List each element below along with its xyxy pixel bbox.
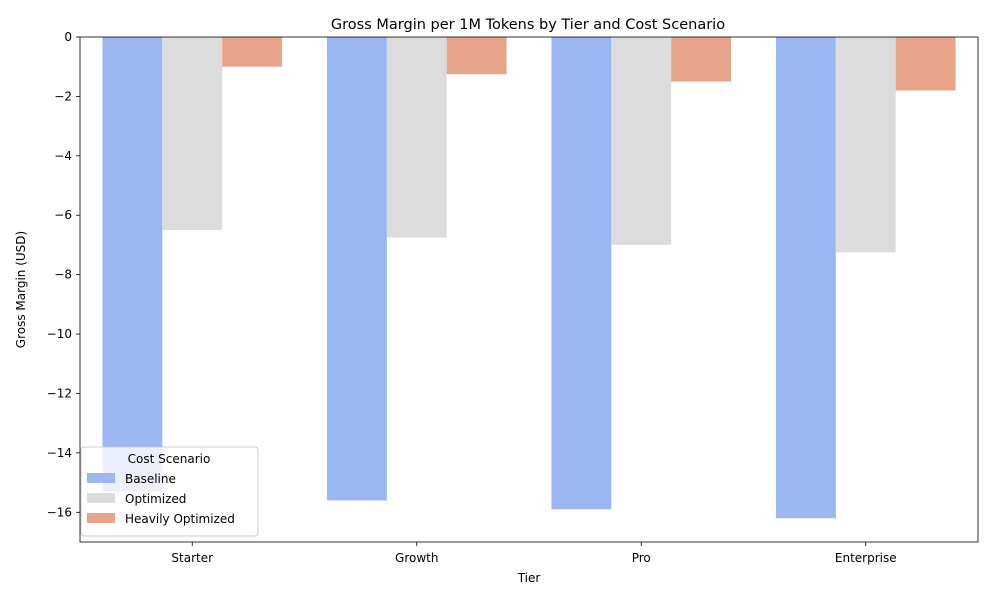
plot-frame — [79, 36, 979, 543]
bar-heavily-optimized-pro — [671, 37, 732, 82]
x-axis: Starter Growth Pro Enterprise — [171, 542, 897, 565]
bar-optimized-growth — [386, 37, 447, 238]
bar-baseline-pro — [551, 37, 612, 510]
x-tick-label: Enterprise — [835, 551, 897, 565]
y-tick-label: −14 — [47, 446, 72, 460]
x-axis-label: Tier — [517, 571, 541, 585]
chart-title: Gross Margin per 1M Tokens by Tier and C… — [331, 17, 725, 33]
y-axis: 0 −2 −4 −6 −8 −10 −12 −14 −16 — [47, 30, 80, 519]
legend-label: Optimized — [125, 492, 186, 506]
y-tick-label: −16 — [47, 505, 72, 519]
x-tick-label: Growth — [395, 551, 438, 565]
y-tick-label: −4 — [54, 149, 72, 163]
y-tick-label: −2 — [54, 89, 72, 103]
y-tick-label: −12 — [47, 386, 72, 400]
bar-optimized-starter — [162, 37, 223, 231]
legend-label: Baseline — [125, 472, 176, 486]
bar-baseline-growth — [326, 37, 387, 501]
y-tick-label: −8 — [54, 268, 72, 282]
x-tick-label: Pro — [632, 551, 651, 565]
bar-heavily-optimized-starter — [222, 37, 283, 67]
bar-optimized-pro — [611, 37, 672, 245]
y-tick-label: −10 — [47, 327, 72, 341]
bar-baseline-enterprise — [775, 37, 836, 519]
bar-heavily-optimized-enterprise — [895, 37, 956, 91]
legend-label: Heavily Optimized — [125, 512, 235, 526]
legend-title: Cost Scenario — [128, 452, 211, 466]
bars-group — [102, 37, 956, 519]
legend-swatch-optimized — [87, 493, 115, 503]
bar-baseline-starter — [102, 37, 163, 492]
y-axis-label: Gross Margin (USD) — [14, 231, 28, 348]
y-tick-label: 0 — [64, 30, 72, 44]
bar-optimized-enterprise — [835, 37, 896, 253]
y-tick-label: −6 — [54, 208, 72, 222]
bar-heavily-optimized-growth — [446, 37, 507, 75]
legend-swatch-heavily-optimized — [87, 513, 115, 523]
legend-swatch-baseline — [87, 473, 115, 483]
x-tick-label: Starter — [171, 551, 213, 565]
legend: Cost Scenario Baseline Optimized Heavily O… — [80, 446, 259, 537]
legend-box — [80, 446, 259, 537]
